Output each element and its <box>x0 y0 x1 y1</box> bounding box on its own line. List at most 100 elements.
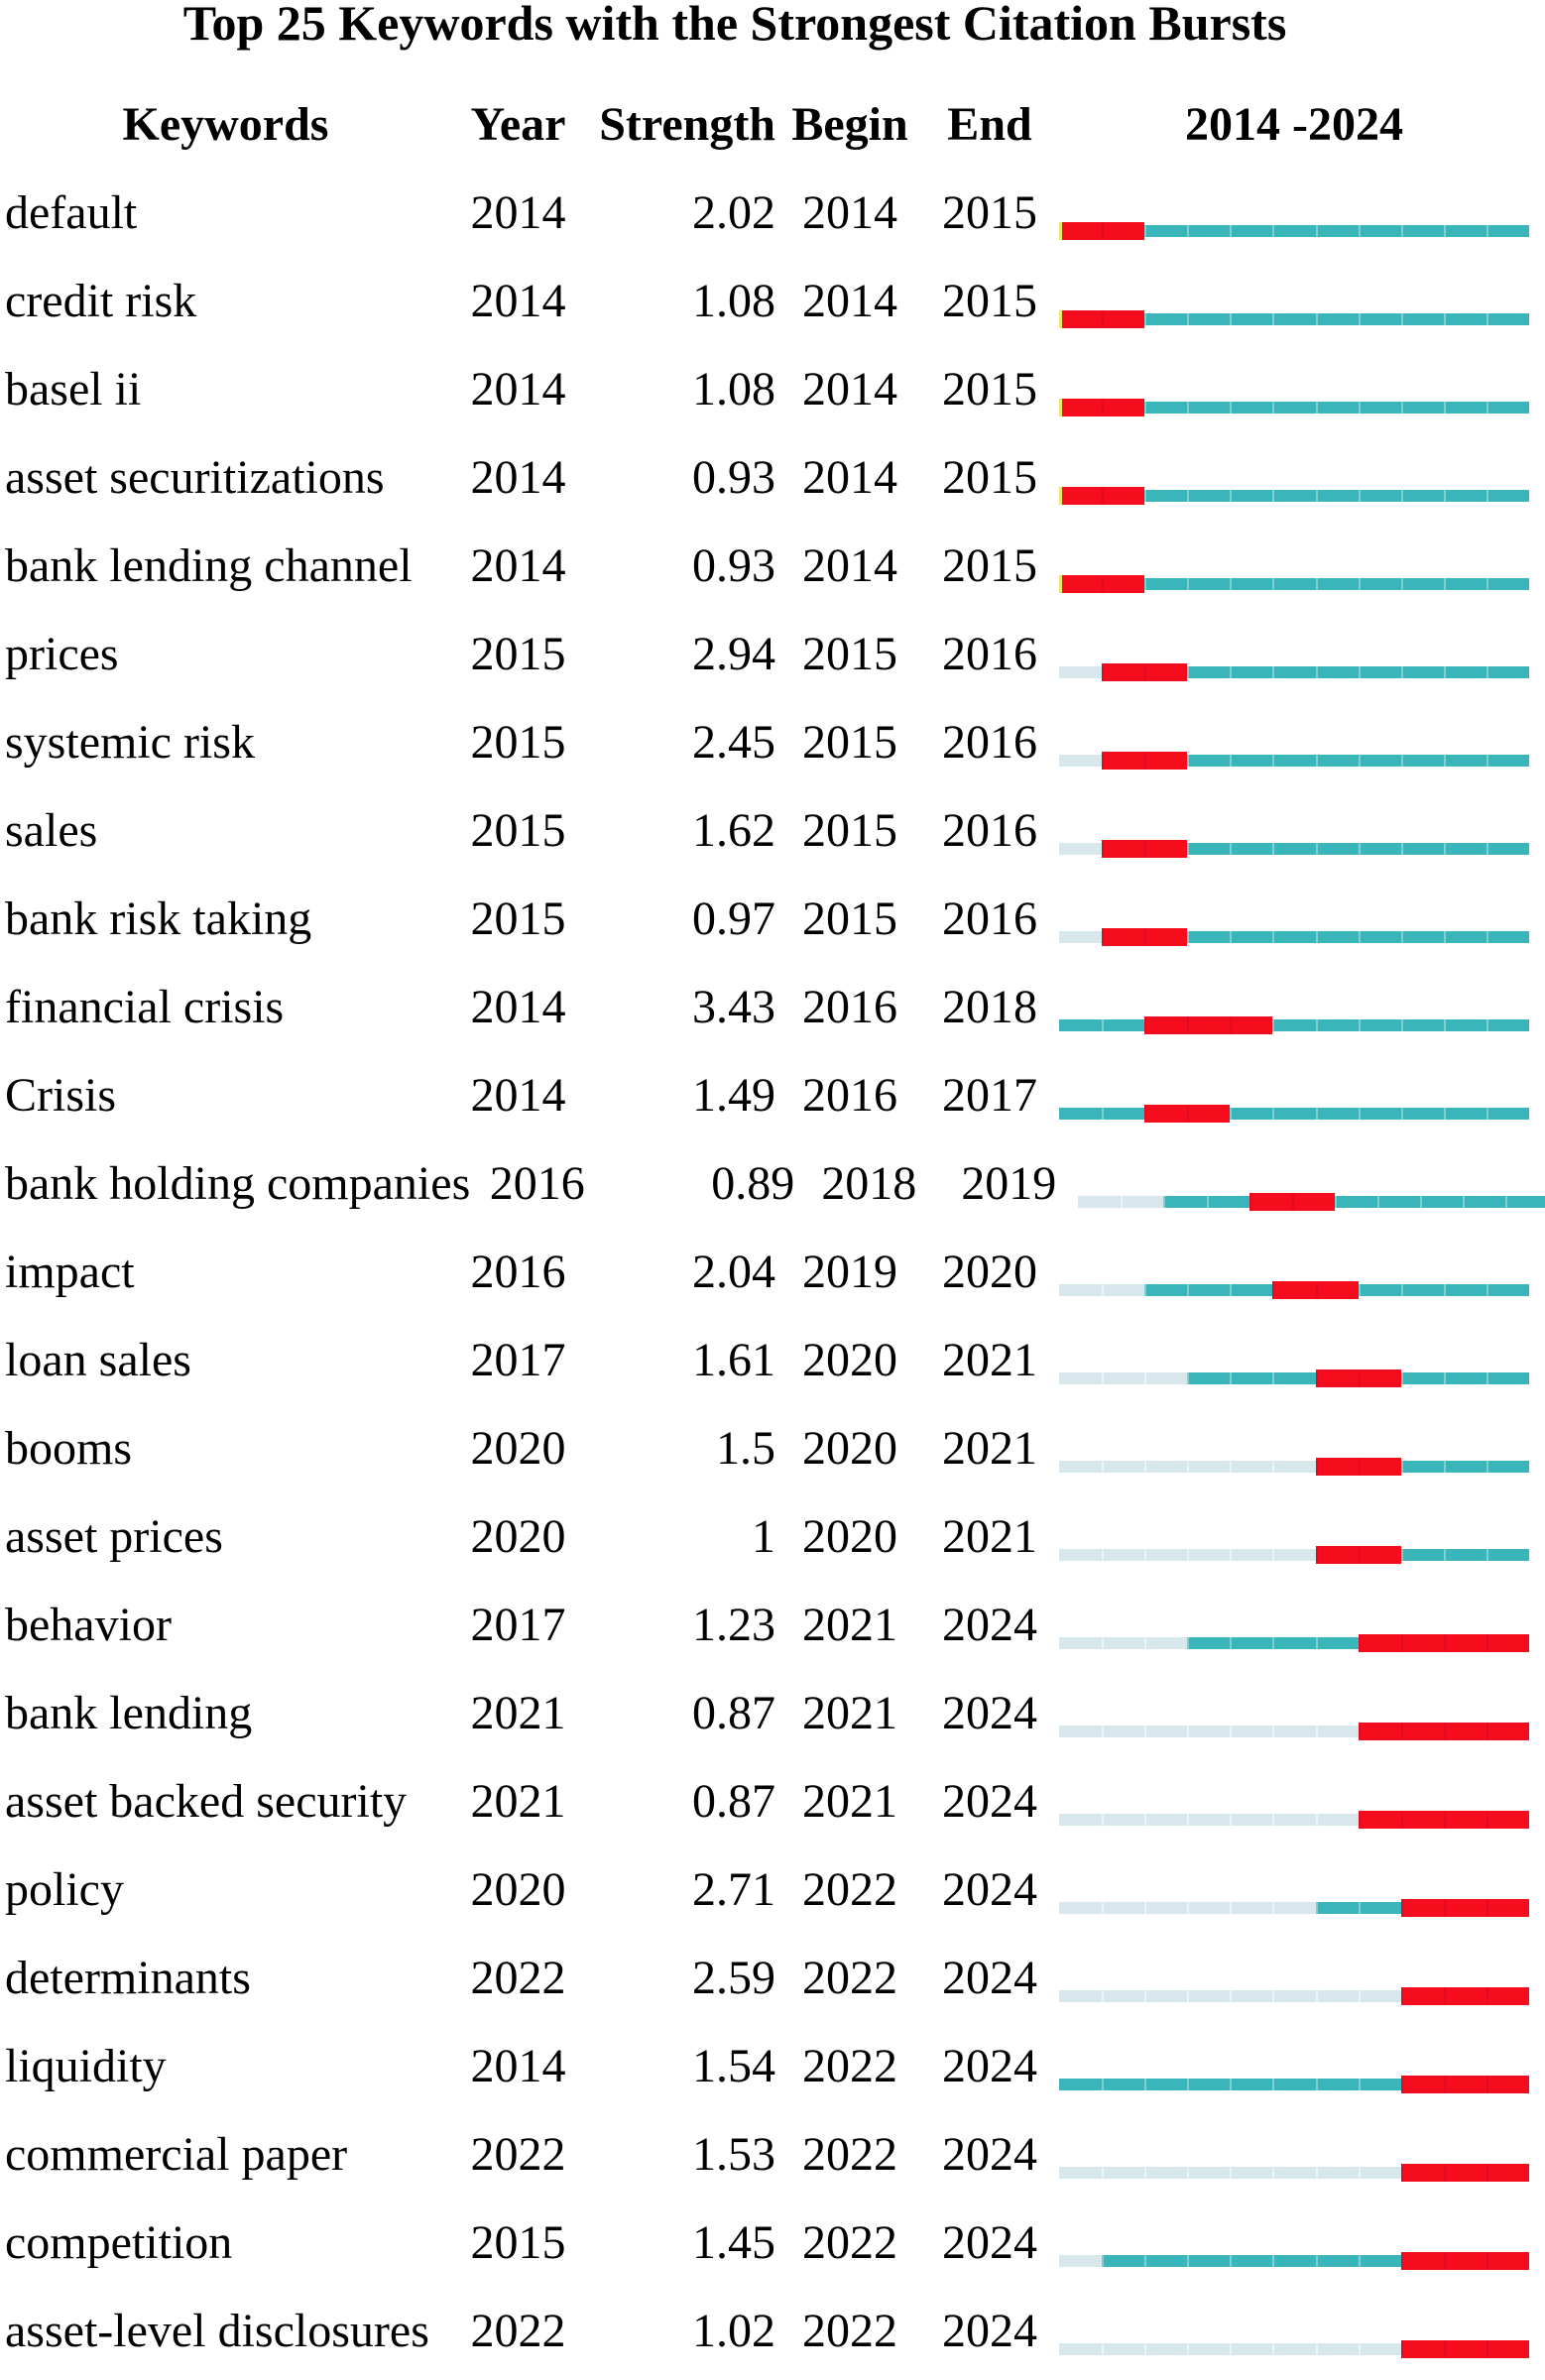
year-segment <box>1443 1460 1486 1473</box>
strength-cell: 2.71 <box>692 1863 775 1916</box>
begin-cell: 2022 <box>802 1863 897 1916</box>
keyword-cell: basel ii <box>5 363 142 416</box>
table-row: competition 2015 1.45 2022 2024 <box>0 2199 1545 2287</box>
year-segment <box>1376 1195 1420 1208</box>
year-segment <box>1443 930 1486 943</box>
end-cell: 2024 <box>942 1775 1037 1828</box>
year-segment <box>1443 842 1486 855</box>
year-segment <box>1144 2254 1188 2267</box>
year-cell: 2014 <box>470 2040 566 2092</box>
year-segment <box>1187 1104 1231 1123</box>
year-segment <box>1443 2339 1486 2358</box>
end-cell: 2015 <box>942 275 1037 327</box>
year-segment <box>1272 842 1316 855</box>
year-segment <box>1059 1107 1103 1120</box>
strength-cell: 0.87 <box>692 1687 775 1739</box>
year-segment <box>1144 2342 1188 2355</box>
year-segment <box>1400 2251 1444 2270</box>
year-segment <box>1230 1283 1273 1296</box>
table-row: systemic risk 2015 2.45 2015 2016 <box>0 698 1545 786</box>
year-segment <box>1187 577 1231 590</box>
year-segment <box>1315 1368 1359 1387</box>
keyword-cell: commercial paper <box>5 2128 348 2181</box>
year-cell: 2020 <box>470 1863 566 1916</box>
begin-cell: 2015 <box>802 892 897 945</box>
burst-timeline-bar <box>1059 662 1530 681</box>
year-segment <box>1187 842 1231 855</box>
year-segment <box>1187 1283 1231 1296</box>
strength-cell: 1.08 <box>692 363 775 416</box>
year-segment <box>1059 1636 1103 1649</box>
strength-cell: 0.87 <box>692 1775 775 1828</box>
year-segment <box>1486 2339 1530 2358</box>
year-segment <box>1272 1018 1316 1031</box>
year-segment <box>1486 577 1530 590</box>
strength-cell: 1.53 <box>692 2128 775 2181</box>
year-segment <box>1400 1898 1444 1917</box>
keyword-cell: asset backed security <box>5 1775 408 1828</box>
year-segment <box>1059 309 1103 328</box>
keyword-cell: asset securitizations <box>5 451 385 504</box>
year-segment <box>1443 1548 1486 1561</box>
year-segment <box>1102 1725 1145 1737</box>
year-segment <box>1144 577 1188 590</box>
year-segment <box>1059 2166 1103 2179</box>
table-row: basel ii 2014 1.08 2014 2015 <box>0 345 1545 433</box>
year-cell: 2014 <box>470 186 566 239</box>
year-segment <box>1400 1548 1444 1561</box>
year-segment <box>1443 754 1486 767</box>
year-segment <box>1230 1371 1273 1384</box>
year-segment <box>1102 1283 1145 1296</box>
year-segment <box>1358 1722 1401 1740</box>
chart-title: Top 25 Keywords with the Strongest Citat… <box>182 0 1287 51</box>
table-row: sales 2015 1.62 2015 2016 <box>0 786 1545 875</box>
year-segment <box>1315 577 1359 590</box>
year-cell: 2014 <box>470 981 566 1033</box>
table-row: liquidity 2014 1.54 2022 2024 <box>0 2022 1545 2110</box>
year-segment <box>1059 574 1103 593</box>
year-cell: 2014 <box>470 451 566 504</box>
year-cell: 2015 <box>470 892 566 945</box>
keyword-cell: credit risk <box>5 275 197 327</box>
year-segment <box>1315 1107 1359 1120</box>
year-cell: 2021 <box>470 1687 566 1739</box>
year-segment <box>1102 2254 1145 2267</box>
year-segment <box>1486 401 1530 414</box>
year-segment <box>1358 489 1401 502</box>
year-segment <box>1400 1986 1444 2005</box>
table-row: bank lending channel 2014 0.93 2014 2015 <box>0 522 1545 610</box>
year-cell: 2022 <box>470 2128 566 2181</box>
year-segment <box>1144 751 1188 770</box>
keyword-cell: asset-level disclosures <box>5 2305 429 2357</box>
year-segment <box>1102 1018 1145 1031</box>
table-row: booms 2020 1.5 2020 2021 <box>0 1404 1545 1492</box>
table-row: default 2014 2.02 2014 2015 <box>0 169 1545 257</box>
year-segment <box>1315 2342 1359 2355</box>
year-segment <box>1400 842 1444 855</box>
year-segment <box>1121 1195 1164 1208</box>
keyword-cell: impact <box>5 1246 135 1298</box>
table-row: bank lending 2021 0.87 2021 2024 <box>0 1669 1545 1757</box>
begin-cell: 2022 <box>802 2128 897 2181</box>
end-cell: 2024 <box>942 2040 1037 2092</box>
year-segment <box>1443 1898 1486 1917</box>
year-segment <box>1400 489 1444 502</box>
year-segment <box>1486 1283 1530 1296</box>
year-segment <box>1230 2078 1273 2090</box>
keyword-cell: prices <box>5 628 119 680</box>
year-segment <box>1443 2075 1486 2093</box>
year-segment <box>1400 2339 1444 2358</box>
year-segment <box>1358 1368 1401 1387</box>
year-segment <box>1486 1722 1530 1740</box>
keyword-cell: loan sales <box>5 1334 191 1386</box>
burst-timeline-bar <box>1059 839 1530 858</box>
year-segment <box>1187 754 1231 767</box>
year-cell: 2015 <box>470 2216 566 2269</box>
end-cell: 2016 <box>942 804 1037 857</box>
year-segment <box>1078 1195 1122 1208</box>
year-segment <box>1315 1813 1359 1826</box>
keyword-cell: Crisis <box>5 1069 117 1122</box>
year-segment <box>1272 930 1316 943</box>
year-cell: 2014 <box>470 363 566 416</box>
end-cell: 2024 <box>942 1863 1037 1916</box>
